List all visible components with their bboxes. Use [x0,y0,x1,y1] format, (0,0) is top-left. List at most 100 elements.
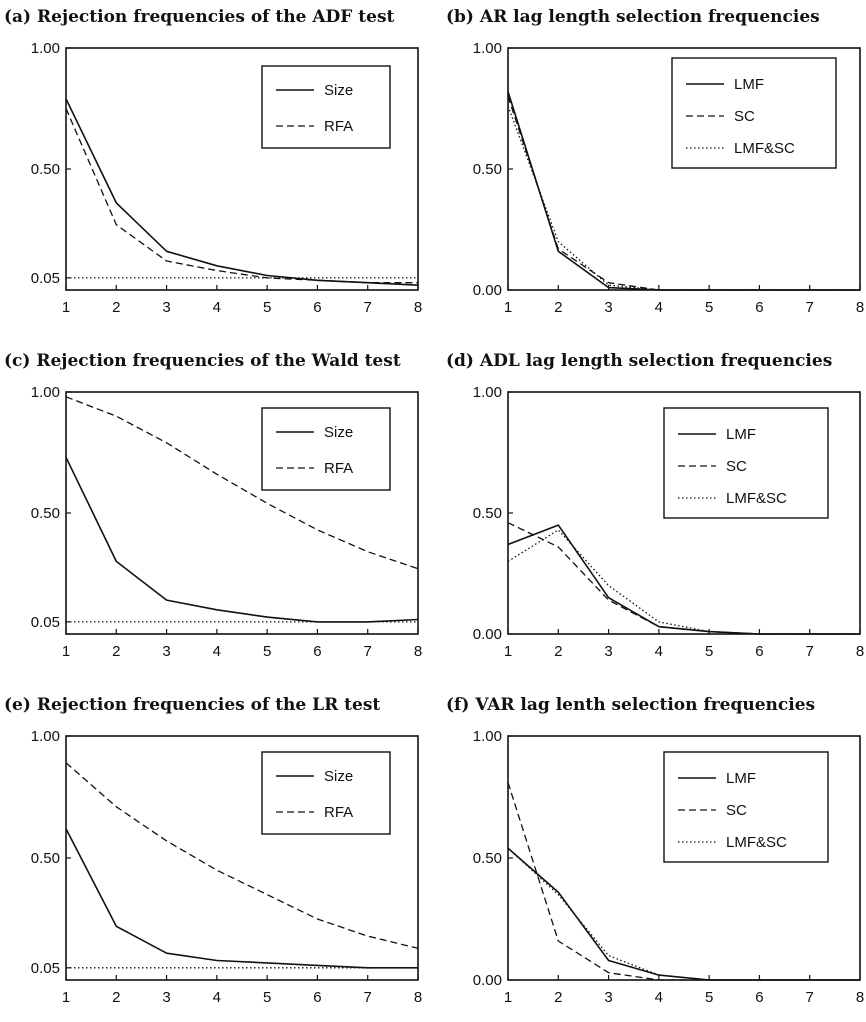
x-tick-label: 6 [313,989,321,1006]
panel-title: (d) ADL lag length selection frequencies [446,351,832,371]
x-tick-label: 2 [112,643,120,660]
x-tick-label: 1 [62,643,70,660]
legend-label: RFA [324,460,353,477]
x-tick-label: 3 [162,299,170,316]
y-tick-label: 0.05 [31,960,60,977]
legend-label: LMF&SC [726,490,787,507]
y-tick-label: 1.00 [31,40,60,57]
x-tick-label: 7 [806,643,814,660]
x-tick-label: 2 [554,989,562,1006]
x-tick-label: 8 [856,299,864,316]
legend-box [663,751,829,863]
legend: Size RFA [261,751,391,835]
legend-box [261,407,391,491]
legend-label: RFA [324,118,353,135]
series-line-lmf-sc [507,529,860,635]
x-tick-label: 3 [604,989,612,1006]
y-tick-label: 0.50 [473,850,502,867]
series-line-rfa [65,108,418,284]
legend-label: LMF [726,426,756,443]
legend-box [261,65,391,149]
x-tick-label: 6 [755,299,763,316]
x-tick-label: 5 [263,299,271,316]
legend-box [663,407,829,519]
y-tick-label: 1.00 [473,728,502,745]
panel-title: (b) AR lag length selection frequencies [446,7,820,27]
x-tick-label: 4 [655,643,663,660]
y-tick-label: 0.50 [473,161,502,178]
y-tick-label: 0.00 [473,972,502,989]
legend: LMF SC LMF&SC [663,407,829,519]
x-tick-label: 2 [554,299,562,316]
series-line-size [65,828,418,969]
y-tick-label: 0.50 [31,161,60,178]
y-tick-label: 0.00 [473,626,502,643]
panel-a: (a) Rejection frequencies of the ADF tes… [4,7,422,316]
legend-label: LMF&SC [734,140,795,157]
legend-label: RFA [324,804,353,821]
legend: Size RFA [261,65,391,149]
x-tick-label: 4 [655,299,663,316]
x-tick-label: 5 [263,989,271,1006]
y-tick-label: 1.00 [473,40,502,57]
x-tick-label: 1 [62,299,70,316]
series-line-size [65,98,419,286]
panel-title: (a) Rejection frequencies of the ADF tes… [4,7,395,27]
x-tick-label: 6 [755,989,763,1006]
series-line-lmf-sc [507,847,860,981]
panel-c: (c) Rejection frequencies of the Wald te… [4,351,422,660]
x-tick-label: 8 [856,989,864,1006]
x-tick-label: 4 [213,989,221,1006]
legend-label: Size [324,424,353,441]
x-tick-label: 8 [856,643,864,660]
series-line-rfa [65,396,419,570]
panel-b: (b) AR lag length selection frequencies 0… [446,7,864,316]
y-tick-label: 1.00 [31,384,60,401]
panel-title: (c) Rejection frequencies of the Wald te… [4,351,401,371]
legend-label: LMF [726,770,756,787]
x-tick-label: 8 [414,299,422,316]
x-tick-label: 4 [213,299,221,316]
legend-box [261,751,391,835]
x-tick-label: 5 [705,299,713,316]
x-tick-label: 2 [554,643,562,660]
y-tick-label: 0.05 [31,270,60,287]
x-tick-label: 3 [604,299,612,316]
x-tick-label: 6 [313,643,321,660]
y-tick-label: 0.05 [31,614,60,631]
series-line-lmf [507,847,860,981]
y-tick-label: 0.50 [31,850,60,867]
x-tick-label: 3 [604,643,612,660]
panel-title: (e) Rejection frequencies of the LR test [4,695,380,715]
x-tick-label: 2 [112,299,120,316]
x-tick-label: 3 [162,989,170,1006]
x-tick-label: 6 [313,299,321,316]
legend-box [671,57,837,169]
x-tick-label: 2 [112,989,120,1006]
x-tick-label: 4 [213,643,221,660]
y-tick-label: 0.50 [31,505,60,522]
legend-label: LMF&SC [726,834,787,851]
y-tick-label: 1.00 [473,384,502,401]
x-tick-label: 1 [504,299,512,316]
x-tick-label: 7 [364,643,372,660]
x-tick-label: 7 [806,989,814,1006]
y-tick-label: 0.50 [473,505,502,522]
legend-label: SC [734,108,755,125]
panel-title: (f) VAR lag lenth selection frequencies [446,695,815,715]
x-tick-label: 5 [705,643,713,660]
legend: LMF SC LMF&SC [671,57,837,169]
x-tick-label: 8 [414,643,422,660]
x-tick-label: 4 [655,989,663,1006]
x-tick-label: 5 [705,989,713,1006]
legend-label: Size [324,82,353,99]
legend: Size RFA [261,407,391,491]
panel-d: (d) ADL lag length selection frequencies… [446,351,864,660]
series-line-sc [507,522,860,635]
legend-label: SC [726,802,747,819]
panel-e: (e) Rejection frequencies of the LR test… [4,695,422,1006]
x-tick-label: 7 [364,299,372,316]
x-tick-label: 5 [263,643,271,660]
x-tick-label: 7 [364,989,372,1006]
